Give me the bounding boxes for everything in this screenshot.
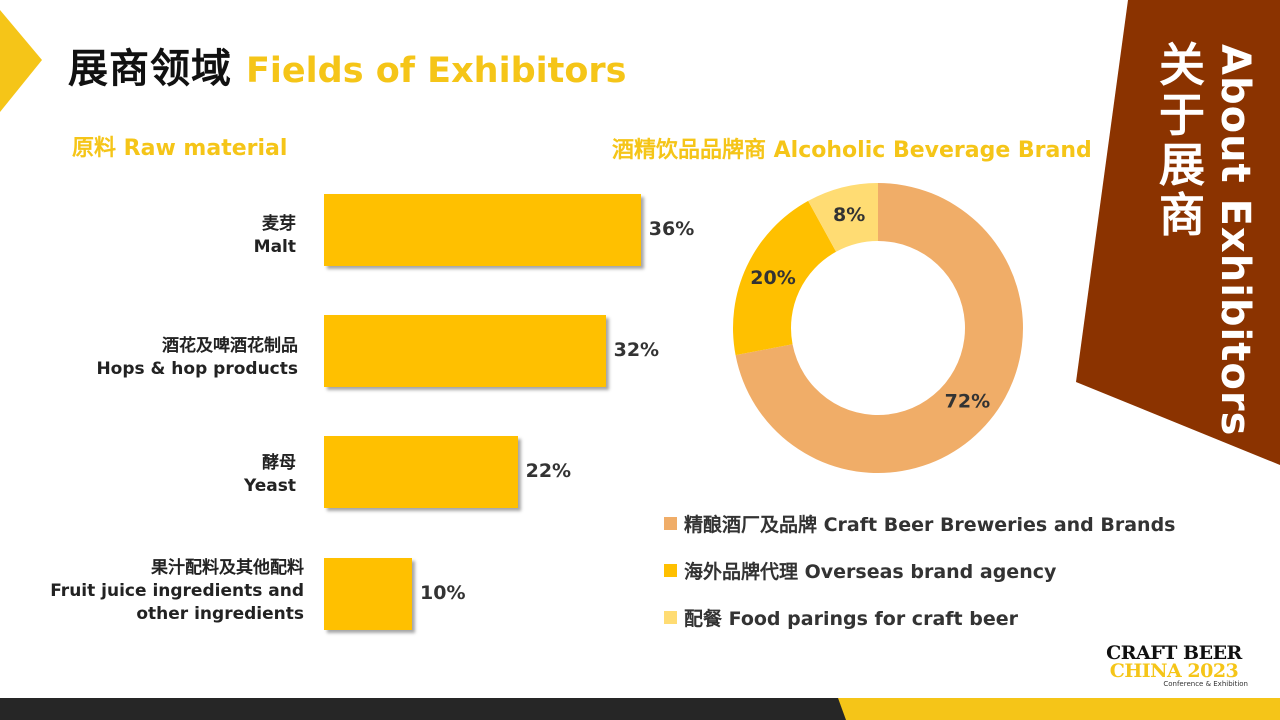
craft-beer-china-logo: CRAFT BEER CHINA 2023 Conference & Exhib… [1098,642,1250,689]
side-title-cn: 关于展商 [1159,38,1205,242]
bar-malt [324,194,641,266]
donut-legend: 精酿酒厂及品牌 Craft Beer Breweries and Brands … [664,508,1176,649]
bar-fruit-juice [324,558,412,630]
legend-swatch [664,516,677,530]
logo-line-3: Conference & Exhibition [1163,680,1248,688]
alcoholic-beverage-donut-chart: 72% 20% 8% [733,183,1023,473]
logo-line-2: CHINA 2023 [1109,660,1239,682]
bar-label-cn: 酵母 [262,453,296,473]
legend-item-overseas-agency: 海外品牌代理 Overseas brand agency [664,555,1176,585]
bar-label-cn: 麦芽 [262,214,296,234]
donut-slice-label: 72% [945,390,990,412]
bar-hops [324,315,606,387]
page-title-en: Fields of Exhibitors [246,51,627,91]
page-title-cn: 展商领域 [68,46,232,92]
bottom-band [0,698,1280,720]
legend-swatch [664,610,677,624]
bar-value-label: 32% [613,339,660,361]
bar-label-fruit-juice: 果汁配料及其他配料 Fruit juice ingredients and ot… [14,557,304,626]
legend-label: 配餐 Food parings for craft beer [684,607,1018,630]
bar-label-en: Hops & hop products [96,359,298,379]
legend-item-craft-beer: 精酿酒厂及品牌 Craft Beer Breweries and Brands [664,508,1176,538]
bar-yeast [324,436,518,508]
bar-label-en: Yeast [244,476,296,496]
bar-label-cn: 酒花及啤酒花制品 [162,336,298,356]
logo-line-1: CRAFT BEER [1106,642,1242,664]
bar-label-yeast: 酵母 Yeast [6,452,296,498]
bar-value-label: 36% [648,218,695,240]
bar-label-malt: 麦芽 Malt [6,213,296,259]
donut-slice-label: 20% [750,267,795,289]
page-title: 展商领域 Fields of Exhibitors [68,36,627,92]
legend-swatch [664,563,677,577]
bar-value-label: 10% [420,582,466,604]
bar-label-hops: 酒花及啤酒花制品 Hops & hop products [8,335,298,381]
legend-label: 精酿酒厂及品牌 Craft Beer Breweries and Brands [684,513,1176,536]
corner-accent-shape [0,10,42,112]
side-banner-shape [1076,0,1280,465]
legend-item-food-pairing: 配餐 Food parings for craft beer [664,602,1176,632]
donut-slice-label: 8% [833,204,865,226]
donut-slice-craft-beer [735,183,1023,473]
bar-chart-title: 原料 Raw material [72,136,288,161]
bar-label-en: Fruit juice ingredients and other ingred… [50,581,304,624]
side-title-en: About Exhibitors [1212,44,1258,437]
donut-slice-food-pairing [808,183,878,252]
donut-chart-title: 酒精饮品品牌商 Alcoholic Beverage Brand [612,138,1092,163]
bar-value-label: 22% [525,460,572,482]
bar-label-cn: 果汁配料及其他配料 [151,558,304,578]
donut-slice-overseas-agency [733,200,837,356]
legend-label: 海外品牌代理 Overseas brand agency [684,560,1057,583]
bar-label-en: Malt [253,237,296,257]
